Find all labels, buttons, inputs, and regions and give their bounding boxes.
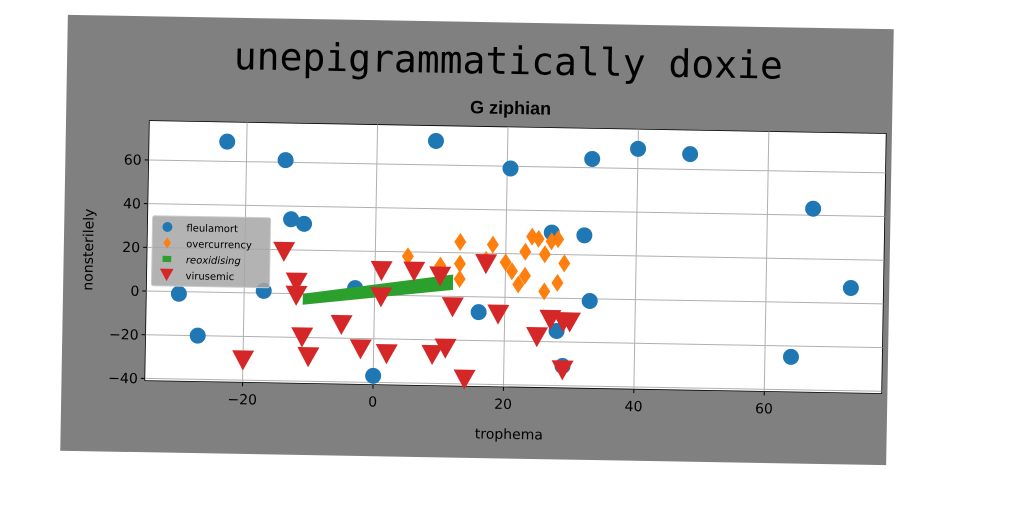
data-point <box>454 232 467 251</box>
data-point <box>453 254 466 273</box>
data-point <box>297 347 320 368</box>
data-point <box>403 261 426 282</box>
data-point <box>434 338 457 359</box>
data-point <box>505 262 518 281</box>
data-point <box>584 150 601 167</box>
data-point <box>291 327 314 348</box>
x-tick-label: 0 <box>368 395 377 411</box>
data-point <box>558 254 571 273</box>
x-grid-line <box>763 131 770 392</box>
y-tick-label: −20 <box>109 327 139 344</box>
y-grid-line <box>144 377 882 392</box>
data-point <box>805 200 822 217</box>
y-axis-label: nonsterilely <box>80 208 97 290</box>
data-point <box>552 230 565 249</box>
data-point <box>526 327 549 348</box>
data-point <box>421 344 444 366</box>
y-grid-line <box>147 203 885 218</box>
x-tick-label: 40 <box>624 399 642 415</box>
series-virusemic <box>232 241 581 390</box>
data-point <box>219 133 236 150</box>
data-point <box>189 327 206 344</box>
legend-box <box>150 215 272 289</box>
data-point <box>349 339 372 360</box>
legend-marker-reoxidising <box>162 255 172 263</box>
data-point <box>630 140 647 157</box>
data-point <box>370 260 393 282</box>
data-point <box>475 254 498 275</box>
data-point <box>518 266 531 285</box>
y-tick-label: 20 <box>122 240 140 256</box>
data-point <box>273 241 296 262</box>
tick-labels: −20 0 20 40 60 −40 −20 0 20 40 60 <box>108 153 773 418</box>
data-point <box>532 229 545 248</box>
x-axis-label: trophema <box>475 426 543 443</box>
y-tick-label: −40 <box>108 371 138 388</box>
legend-marker-virusemic <box>159 268 174 282</box>
series-overcurrency <box>401 227 571 301</box>
data-point <box>283 211 300 228</box>
y-tick-label: 0 <box>130 284 139 300</box>
y-tick-label: 60 <box>124 153 142 169</box>
data-point <box>487 304 510 325</box>
x-grid-line <box>633 129 639 390</box>
data-point <box>842 280 859 297</box>
data-point <box>427 132 444 149</box>
data-point <box>782 348 799 365</box>
y-tick-label: 40 <box>123 196 141 212</box>
legend-label-fleulamort: fleulamort <box>186 223 238 235</box>
chart-suptitle: unepigrammatically doxie <box>234 34 784 88</box>
legend-marker-overcurrency <box>163 237 171 249</box>
data-point <box>526 227 539 246</box>
chart-legend: fleulamort overcurrency reoxidising virusem… <box>150 215 272 289</box>
data-point <box>558 312 581 333</box>
data-point <box>551 360 574 381</box>
data-point <box>470 304 487 321</box>
data-point <box>285 285 308 306</box>
x-grid-line <box>372 124 379 385</box>
legend-label-overcurrency: overcurrency <box>186 239 252 251</box>
legend-label-reoxidising: reoxidising <box>186 255 241 267</box>
data-point <box>277 152 294 169</box>
data-point <box>296 215 313 232</box>
data-point <box>375 344 398 365</box>
chart-title: G ziphian <box>470 97 551 118</box>
data-point <box>370 287 393 308</box>
data-point <box>512 275 525 294</box>
data-point <box>441 297 464 318</box>
plot-area <box>144 120 887 394</box>
data-point <box>682 146 699 163</box>
data-point <box>170 285 187 302</box>
data-point <box>502 160 519 177</box>
data-point <box>538 245 551 264</box>
x-tick-label: 60 <box>755 401 773 417</box>
data-point <box>401 247 414 266</box>
data-point <box>453 270 466 289</box>
data-point <box>285 272 308 293</box>
data-point <box>551 273 564 292</box>
x-tick-label: 20 <box>494 397 512 413</box>
data-point <box>453 369 476 390</box>
y-grid-line <box>145 334 883 349</box>
data-point <box>330 314 353 336</box>
data-point <box>429 266 452 287</box>
data-point <box>486 235 499 254</box>
data-point <box>538 282 551 301</box>
data-point <box>576 227 593 244</box>
legend-marker-fleulamort <box>162 222 173 232</box>
x-tick-label: −20 <box>227 392 257 409</box>
legend-label-virusemic: virusemic <box>185 271 234 283</box>
data-point <box>232 350 255 371</box>
data-point <box>365 367 382 384</box>
data-point <box>519 242 532 261</box>
series-layer <box>170 132 859 390</box>
data-point <box>499 253 512 272</box>
data-point <box>581 292 598 309</box>
